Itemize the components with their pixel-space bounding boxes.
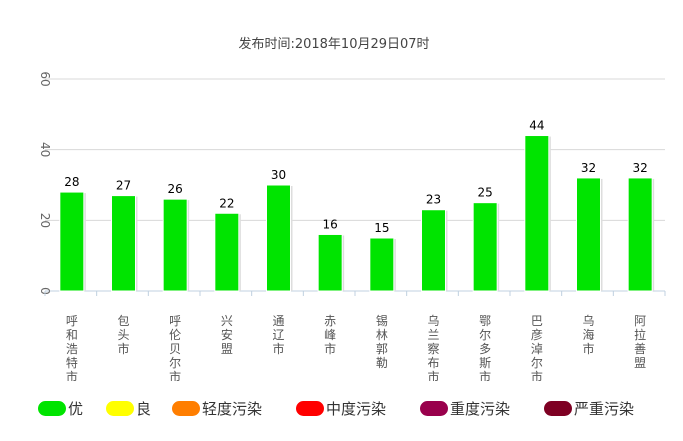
- grid-layer: 0204060: [38, 71, 666, 296]
- bar[interactable]: [162, 198, 188, 292]
- legend-swatch: [296, 401, 324, 416]
- legend-label: 严重污染: [574, 400, 634, 418]
- chart-title: 发布时间:2018年10月29日07时: [238, 36, 429, 52]
- legend-swatch: [38, 401, 66, 416]
- legend-label: 重度污染: [450, 400, 510, 418]
- legend-label: 中度污染: [326, 400, 386, 418]
- bar[interactable]: [59, 191, 85, 292]
- data-label: 32: [633, 161, 648, 175]
- legend-item[interactable]: 优: [38, 400, 83, 418]
- data-label: 25: [478, 186, 493, 200]
- data-label: 32: [581, 161, 596, 175]
- data-label: 15: [374, 221, 389, 235]
- x-tick-label: 包头市: [117, 314, 129, 356]
- data-label: 22: [219, 196, 234, 210]
- data-label: 44: [529, 119, 544, 133]
- legend-swatch: [420, 401, 448, 416]
- bar[interactable]: [627, 177, 653, 292]
- bars-layer: 28 27 26 22 30 16 15 23 25 44 32 32: [59, 119, 655, 292]
- bar[interactable]: [472, 202, 498, 292]
- x-tick-label: 赤峰市: [324, 314, 336, 356]
- x-tick-label: 鄂尔多斯市: [479, 314, 491, 384]
- legend-swatch: [106, 401, 134, 416]
- x-tick-label: 通辽市: [272, 314, 284, 356]
- legend-swatch: [544, 401, 572, 416]
- legend-item[interactable]: 良: [106, 400, 151, 418]
- x-tick-label: 锡林郭勒: [376, 313, 388, 370]
- data-label: 23: [426, 193, 441, 207]
- x-tick-label: 巴彦淖尔市: [531, 314, 543, 384]
- data-label: 28: [64, 175, 79, 189]
- x-tick-label: 呼和浩特市: [66, 314, 78, 384]
- y-tick-label: 60: [38, 71, 52, 86]
- legend[interactable]: 优 良 轻度污染 中度污染 重度污染 严重污染: [38, 400, 634, 418]
- legend-item[interactable]: 严重污染: [544, 400, 634, 418]
- label-clip-mask: [0, 381, 683, 401]
- legend-item[interactable]: 轻度污染: [172, 400, 262, 418]
- legend-label: 优: [68, 400, 83, 418]
- data-label: 26: [168, 182, 183, 196]
- bar[interactable]: [576, 177, 601, 292]
- x-tick-label: 兴安盟: [221, 314, 233, 356]
- bar[interactable]: [111, 195, 136, 292]
- bar[interactable]: [214, 212, 240, 292]
- data-label: 16: [323, 217, 338, 231]
- bar[interactable]: [317, 233, 343, 292]
- legend-label: 良: [136, 400, 151, 418]
- legend-item[interactable]: 中度污染: [296, 400, 386, 418]
- bar[interactable]: [421, 209, 446, 292]
- bar[interactable]: [266, 184, 291, 292]
- x-tick-label: 乌海市: [582, 313, 594, 356]
- data-label: 30: [271, 168, 286, 182]
- x-tick-label: 呼伦贝尔市: [169, 314, 181, 384]
- legend-label: 轻度污染: [202, 400, 262, 418]
- y-tick-label: 20: [38, 213, 52, 228]
- legend-swatch: [172, 401, 200, 416]
- data-label: 27: [116, 179, 131, 193]
- y-tick-label: 40: [38, 142, 52, 157]
- bar[interactable]: [369, 237, 395, 292]
- bar[interactable]: [524, 135, 550, 292]
- x-tick-label: 阿拉善盟: [634, 314, 646, 370]
- x-axis-labels: 呼和浩特市 包头市 呼伦贝尔市 兴安盟 通辽市 赤峰市 锡林郭勒 乌兰察布市 鄂尔多斯市 巴彦淖尔…: [0, 313, 683, 401]
- x-tick-label: 乌兰察布市: [427, 313, 439, 384]
- legend-item[interactable]: 重度污染: [420, 400, 510, 418]
